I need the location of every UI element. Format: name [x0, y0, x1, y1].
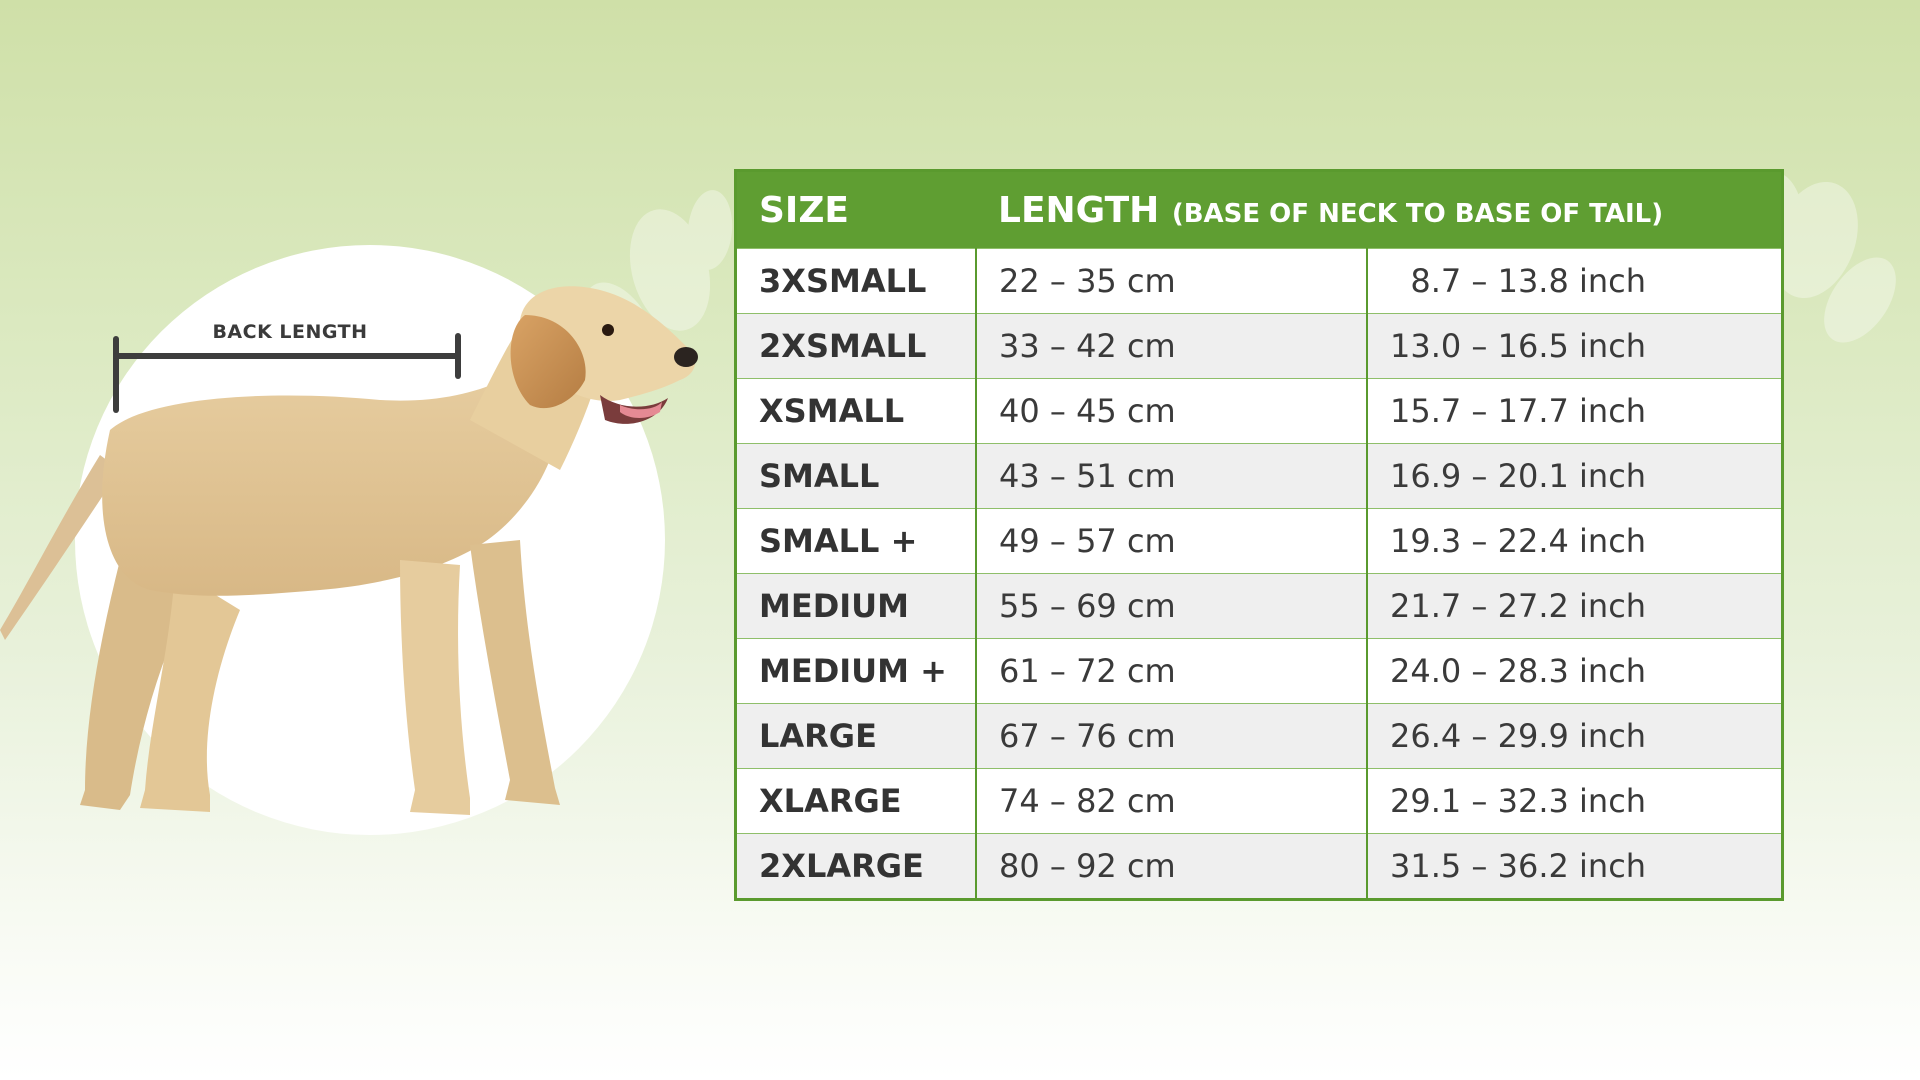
back-length-ruler-icon	[113, 333, 461, 413]
cm-cell: 80 – 92 cm	[975, 833, 1368, 900]
size-cell: 2XLARGE	[734, 833, 977, 900]
length-header-note: (BASE OF NECK TO BASE OF TAIL)	[1171, 198, 1664, 229]
table-row: MEDIUM 55 – 69 cm 21.7 – 27.2 inch	[734, 573, 1784, 639]
table-row: SMALL + 49 – 57 cm 19.3 – 22.4 inch	[734, 508, 1784, 574]
table-row: 2XLARGE 80 – 92 cm 31.5 – 36.2 inch	[734, 833, 1784, 900]
cm-cell: 61 – 72 cm	[975, 638, 1368, 704]
puppy-tail	[0, 455, 120, 640]
inch-cell: 15.7 – 17.7 inch	[1366, 378, 1784, 444]
back-length-label: BACK LENGTH	[212, 321, 368, 343]
puppy-ear	[510, 315, 586, 409]
length-header-title: LENGTH	[998, 189, 1160, 231]
puppy-nose	[674, 347, 698, 367]
inch-cell: 21.7 – 27.2 inch	[1366, 573, 1784, 639]
inch-cell: 8.7 – 13.8 inch	[1366, 248, 1784, 314]
inch-cell: 19.3 – 22.4 inch	[1366, 508, 1784, 574]
inch-cell: 29.1 – 32.3 inch	[1366, 768, 1784, 834]
size-cell: MEDIUM +	[734, 638, 977, 704]
cm-cell: 43 – 51 cm	[975, 443, 1368, 509]
cm-cell: 74 – 82 cm	[975, 768, 1368, 834]
cm-cell: 40 – 45 cm	[975, 378, 1368, 444]
size-cell: SMALL +	[734, 508, 977, 574]
size-cell: 2XSMALL	[734, 313, 977, 379]
table-row: 2XSMALL 33 – 42 cm 13.0 – 16.5 inch	[734, 313, 1784, 379]
table-row: XSMALL 40 – 45 cm 15.7 – 17.7 inch	[734, 378, 1784, 444]
length-column-header: LENGTH (BASE OF NECK TO BASE OF TAIL)	[976, 170, 1783, 249]
size-cell: SMALL	[734, 443, 977, 509]
inch-cell: 26.4 – 29.9 inch	[1366, 703, 1784, 769]
cm-cell: 49 – 57 cm	[975, 508, 1368, 574]
inch-cell: 24.0 – 28.3 inch	[1366, 638, 1784, 704]
table-row: XLARGE 74 – 82 cm 29.1 – 32.3 inch	[734, 768, 1784, 834]
puppy-eye	[602, 324, 614, 336]
inch-cell: 13.0 – 16.5 inch	[1366, 313, 1784, 379]
size-cell: LARGE	[734, 703, 977, 769]
cm-cell: 22 – 35 cm	[975, 248, 1368, 314]
table-row: 3XSMALL 22 – 35 cm 8.7 – 13.8 inch	[734, 248, 1784, 314]
size-table: SIZE LENGTH (BASE OF NECK TO BASE OF TAI…	[734, 169, 1784, 901]
puppy-body	[102, 350, 560, 596]
cm-cell: 55 – 69 cm	[975, 573, 1368, 639]
table-row: SMALL 43 – 51 cm 16.9 – 20.1 inch	[734, 443, 1784, 509]
size-cell: MEDIUM	[734, 573, 977, 639]
size-cell: XSMALL	[734, 378, 977, 444]
inch-cell: 16.9 – 20.1 inch	[1366, 443, 1784, 509]
cm-cell: 33 – 42 cm	[975, 313, 1368, 379]
cm-cell: 67 – 76 cm	[975, 703, 1368, 769]
size-cell: 3XSMALL	[734, 248, 977, 314]
table-row: MEDIUM + 61 – 72 cm 24.0 – 28.3 inch	[734, 638, 1784, 704]
table-header-row: SIZE LENGTH (BASE OF NECK TO BASE OF TAI…	[735, 170, 1783, 249]
inch-cell: 31.5 – 36.2 inch	[1366, 833, 1784, 900]
puppy-front-leg	[400, 560, 470, 815]
puppy-illustration	[0, 245, 698, 835]
size-column-header: SIZE	[735, 170, 976, 249]
size-cell: XLARGE	[734, 768, 977, 834]
table-row: LARGE 67 – 76 cm 26.4 – 29.9 inch	[734, 703, 1784, 769]
puppy-hind-leg	[80, 560, 190, 810]
